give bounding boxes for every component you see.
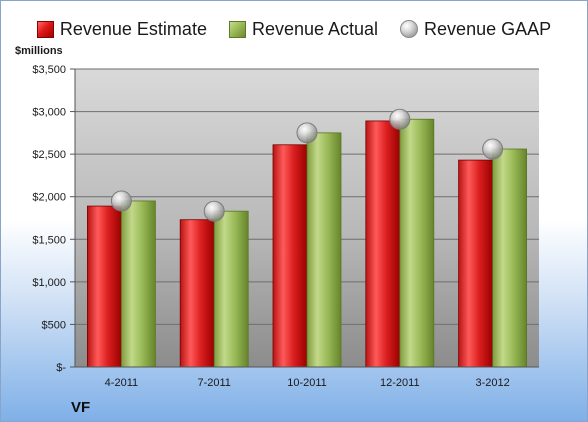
x-axis: 4-2011 7-2011 10-2011 12-2011 3-2012 — [75, 366, 539, 389]
legend-label-gaap: Revenue GAAP — [424, 18, 552, 39]
y-tick-label: $1,500 — [32, 234, 66, 246]
y-tick-label: $500 — [42, 319, 66, 331]
actual-bar — [213, 210, 249, 368]
legend: Revenue Estimate Revenue Actual Revenue … — [1, 15, 587, 43]
x-tick-label: 7-2011 — [197, 377, 230, 389]
gaap-markers — [110, 108, 504, 222]
y-tick-label: $3,500 — [32, 64, 66, 76]
legend-swatch-estimate — [36, 20, 54, 38]
y-tick-label: $3,000 — [32, 107, 66, 119]
y-tick-label: $- — [56, 362, 66, 374]
legend-item-gaap: Revenue GAAP — [400, 19, 551, 40]
estimate-bar — [179, 219, 215, 368]
gaap-marker — [203, 200, 225, 222]
units-label: $millions — [15, 45, 63, 57]
y-tick-label: $1,000 — [32, 277, 66, 289]
gaap-marker — [482, 138, 504, 160]
company-label: VF — [71, 399, 91, 416]
actual-bar — [306, 132, 342, 368]
estimate-bar — [458, 159, 494, 368]
actual-bar — [121, 200, 156, 368]
estimate-bar — [87, 205, 122, 368]
legend-item-actual: Revenue Actual — [228, 18, 379, 40]
legend-swatch-actual — [228, 20, 246, 38]
actual-bar — [492, 148, 528, 368]
legend-label-actual: Revenue Actual — [251, 18, 379, 39]
y-tick-label: $2,500 — [32, 149, 66, 161]
estimate-bar — [365, 120, 401, 368]
gaap-marker — [110, 190, 132, 212]
estimate-bar — [272, 144, 308, 368]
legend-swatch-gaap — [400, 20, 419, 38]
legend-item-estimate: Revenue Estimate — [36, 18, 207, 40]
x-tick-label: 10-2011 — [287, 377, 327, 389]
x-tick-label: 12-2011 — [380, 377, 420, 389]
y-tick-label: $2,000 — [32, 192, 66, 204]
actual-bar — [399, 118, 435, 368]
gaap-marker — [389, 108, 411, 130]
gaap-marker — [296, 122, 318, 144]
x-tick-label: 4-2011 — [105, 377, 138, 389]
bars — [87, 118, 528, 368]
legend-label-estimate: Revenue Estimate — [59, 18, 207, 39]
x-tick-label: 3-2012 — [475, 377, 509, 389]
y-axis: $- $500 $1,000 $1,500 $2,000 $2,500 $3,000 $3,5… — [32, 64, 76, 374]
